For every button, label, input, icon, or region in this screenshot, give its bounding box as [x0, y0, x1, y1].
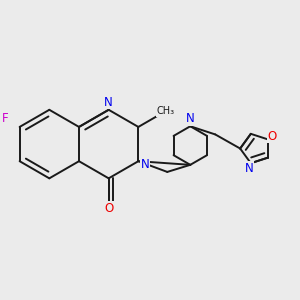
Text: N: N [186, 112, 195, 125]
Text: CH₃: CH₃ [156, 106, 174, 116]
Text: N: N [245, 162, 254, 175]
Text: N: N [104, 96, 113, 109]
Text: O: O [268, 130, 277, 143]
Text: N: N [140, 158, 149, 172]
Text: F: F [2, 112, 9, 125]
Text: O: O [104, 202, 113, 214]
